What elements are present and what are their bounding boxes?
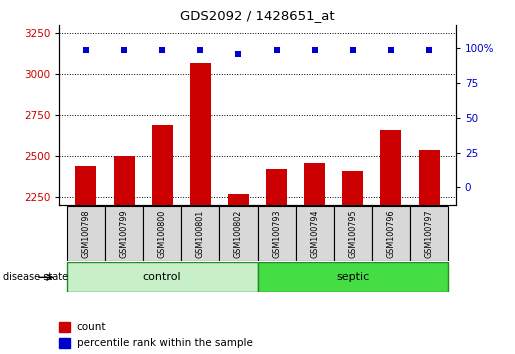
Text: control: control xyxy=(143,272,181,282)
Point xyxy=(311,47,319,53)
Point xyxy=(120,47,128,53)
Bar xyxy=(334,206,372,261)
Bar xyxy=(381,130,401,205)
Bar xyxy=(152,125,173,205)
Bar xyxy=(342,171,363,205)
Bar xyxy=(419,149,440,205)
Bar xyxy=(372,206,410,261)
Bar xyxy=(219,206,258,261)
Bar xyxy=(410,206,448,261)
Bar xyxy=(258,262,448,292)
Bar xyxy=(59,322,70,332)
Bar xyxy=(190,63,211,205)
Text: GSM100802: GSM100802 xyxy=(234,210,243,258)
Point xyxy=(196,47,204,53)
Point xyxy=(349,47,357,53)
Text: GSM100796: GSM100796 xyxy=(386,210,396,258)
Bar xyxy=(266,169,287,205)
Point xyxy=(234,51,243,57)
Bar xyxy=(67,262,258,292)
Bar xyxy=(228,194,249,205)
Bar xyxy=(114,156,134,205)
Text: disease state: disease state xyxy=(3,272,67,282)
Bar xyxy=(296,206,334,261)
Text: percentile rank within the sample: percentile rank within the sample xyxy=(77,338,252,348)
Text: septic: septic xyxy=(336,272,369,282)
Text: GSM100795: GSM100795 xyxy=(348,210,357,258)
Bar xyxy=(59,338,70,348)
Text: GSM100793: GSM100793 xyxy=(272,210,281,258)
Text: GSM100801: GSM100801 xyxy=(196,210,205,258)
Bar xyxy=(304,162,325,205)
Text: GSM100799: GSM100799 xyxy=(119,210,129,258)
Title: GDS2092 / 1428651_at: GDS2092 / 1428651_at xyxy=(180,9,335,22)
Text: count: count xyxy=(77,322,106,332)
Point xyxy=(272,47,281,53)
Bar xyxy=(143,206,181,261)
Bar xyxy=(105,206,143,261)
Point xyxy=(425,47,433,53)
Point xyxy=(387,47,395,53)
Text: GSM100798: GSM100798 xyxy=(81,210,91,258)
Bar xyxy=(75,166,96,205)
Point xyxy=(82,47,90,53)
Text: GSM100800: GSM100800 xyxy=(158,210,167,258)
Point xyxy=(158,47,166,53)
Bar xyxy=(181,206,219,261)
Bar xyxy=(67,206,105,261)
Text: GSM100797: GSM100797 xyxy=(424,210,434,258)
Bar xyxy=(258,206,296,261)
Text: GSM100794: GSM100794 xyxy=(310,210,319,258)
